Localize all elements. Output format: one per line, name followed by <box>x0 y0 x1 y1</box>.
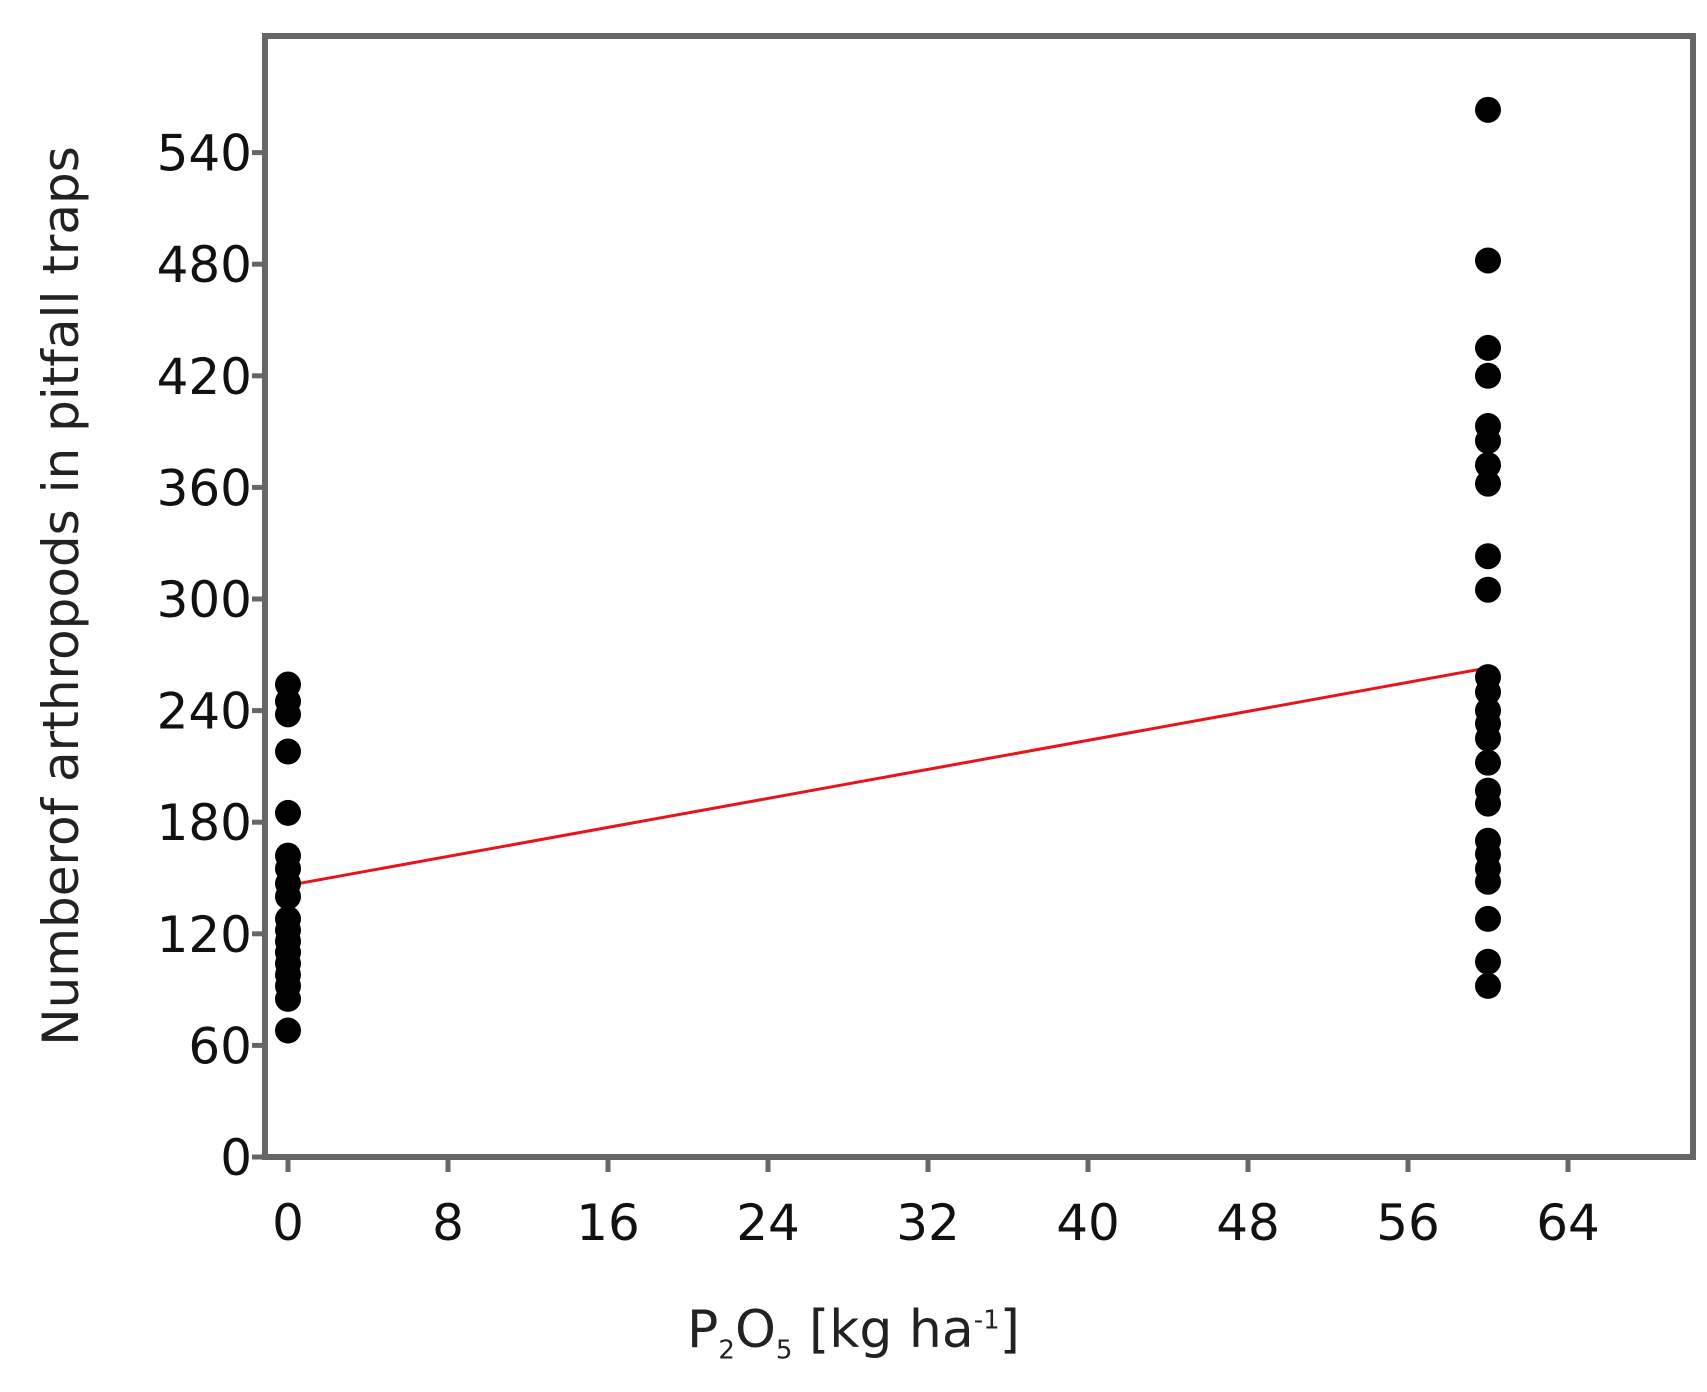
x-tick-label: 64 <box>1536 1194 1600 1252</box>
regression-line <box>287 666 1489 887</box>
y-tick-label: 240 <box>157 683 252 741</box>
data-point <box>1475 362 1501 389</box>
y-tick-label: 480 <box>157 236 252 294</box>
x-tick-label: 40 <box>1056 1194 1120 1252</box>
x-axis-title-close: ] <box>999 1300 1020 1360</box>
data-point <box>275 905 301 932</box>
y-tick-label: 420 <box>157 348 252 406</box>
y-tick-label: 180 <box>157 794 252 852</box>
data-point <box>1475 96 1501 123</box>
x-tick-label: 48 <box>1216 1194 1280 1252</box>
x-axis-title-unit: [kg ha <box>792 1300 974 1360</box>
x-tick-label: 32 <box>896 1194 960 1252</box>
y-tick-label: 120 <box>157 906 252 964</box>
x-tick-label: 8 <box>432 1194 464 1252</box>
y-tick-label: 0 <box>220 1129 252 1187</box>
data-point <box>1475 664 1501 691</box>
x-axis-ticks: 0 8 16 24 32 40 48 56 64 <box>272 1154 1600 1252</box>
x-axis-title-sub-5: 5 <box>775 1335 793 1366</box>
data-point <box>1475 470 1501 497</box>
data-point <box>1475 543 1501 570</box>
data-point <box>1475 777 1501 804</box>
data-points <box>275 96 1501 1044</box>
x-axis-title: P2O5 [kg ha-1] <box>0 1300 1707 1365</box>
data-point <box>1475 247 1501 274</box>
y-tick-label: 540 <box>157 125 252 183</box>
data-point <box>1475 576 1501 603</box>
data-point <box>275 671 301 698</box>
x-tick-label: 56 <box>1376 1194 1440 1252</box>
data-point <box>275 842 301 869</box>
data-point <box>1475 334 1501 361</box>
regression-line-layer <box>287 666 1489 887</box>
x-tick-label: 24 <box>736 1194 800 1252</box>
y-axis-ticks: 0 60 120 180 240 300 360 420 480 540 <box>157 125 268 1187</box>
data-point <box>1475 452 1501 479</box>
data-point <box>275 738 301 765</box>
x-axis-title-sup: -1 <box>973 1305 1000 1336</box>
data-point <box>275 1017 301 1044</box>
x-tick-label: 0 <box>272 1194 304 1252</box>
data-point <box>1475 905 1501 932</box>
data-point <box>1475 413 1501 440</box>
x-tick-label: 16 <box>576 1194 640 1252</box>
y-tick-label: 300 <box>157 571 252 629</box>
x-axis-title-o: O <box>734 1300 776 1360</box>
x-axis-title-sub-2: 2 <box>718 1335 735 1366</box>
data-point <box>1475 697 1501 724</box>
x-axis-title-p: P <box>687 1300 719 1360</box>
data-point <box>1475 972 1501 999</box>
y-tick-label: 360 <box>157 459 252 517</box>
y-axis-title: Numberof arthropods in pitfall traps <box>32 146 90 1046</box>
data-point <box>275 799 301 826</box>
data-point <box>1475 749 1501 776</box>
y-tick-label: 60 <box>188 1017 252 1075</box>
data-point <box>1475 827 1501 854</box>
data-point <box>1475 948 1501 975</box>
